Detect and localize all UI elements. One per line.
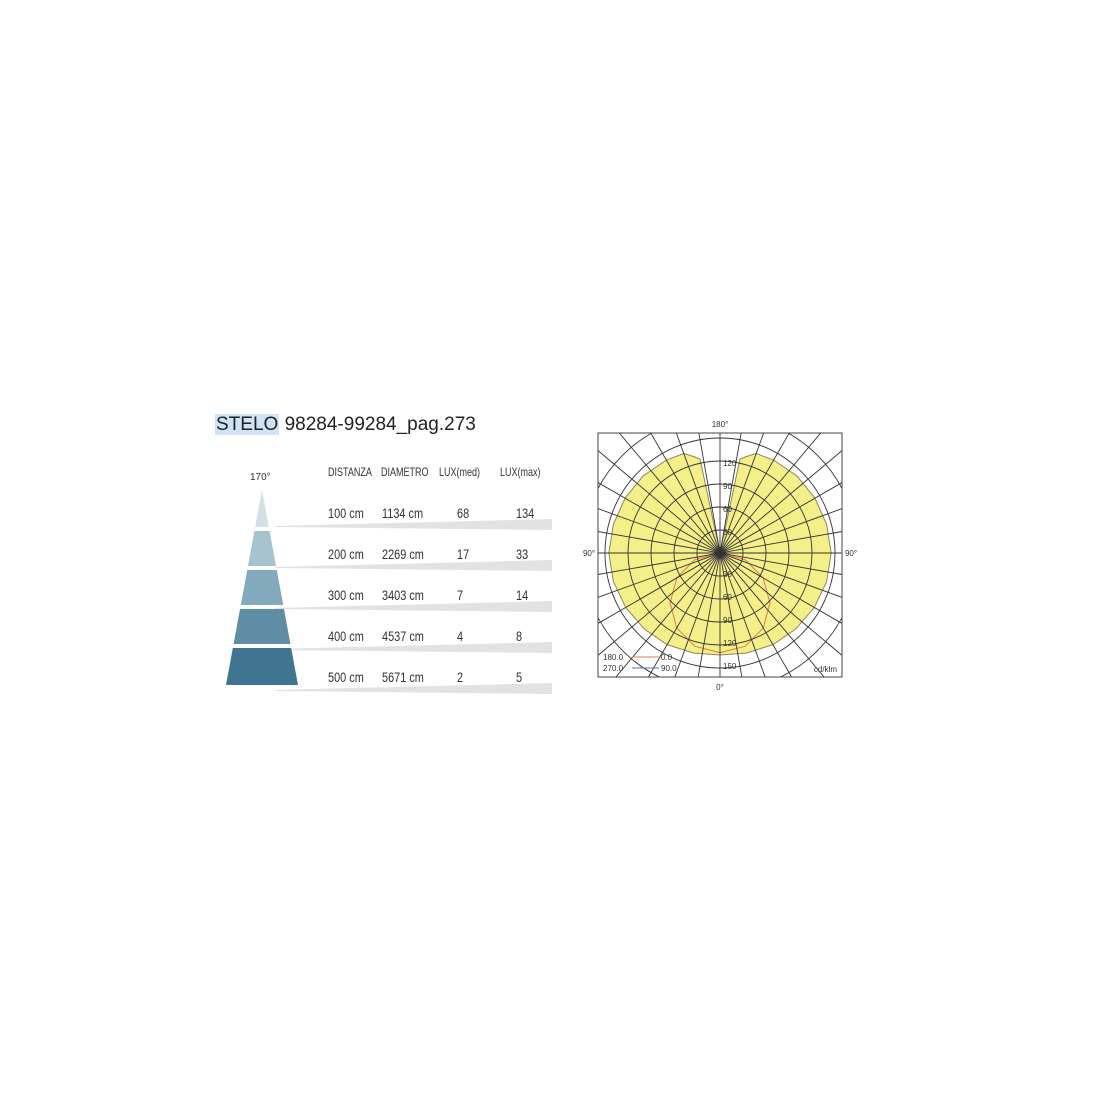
cone-segment [255, 490, 269, 527]
table-cell: 100 cm [328, 505, 364, 521]
table-cell: 8 [516, 628, 523, 644]
table-cell: 4 [457, 628, 464, 644]
column-header: LUX(med) [439, 465, 481, 479]
legend-right: 0.0 [661, 653, 673, 662]
beam-angle: 170° [250, 472, 271, 483]
table-cell: 4537 cm [382, 628, 424, 644]
radial-tick-label: 90 [723, 616, 732, 625]
radial-tick-label: 60 [723, 593, 732, 602]
plot-area [598, 433, 842, 677]
table-cell: 500 cm [328, 669, 364, 685]
chart-frame [597, 432, 843, 678]
table-cell: 7 [457, 587, 464, 603]
table-cell: 5 [516, 669, 523, 685]
row-stripe [275, 519, 552, 530]
table-cell: 14 [516, 587, 529, 603]
table-cell: 33 [516, 546, 529, 562]
radial-tick-label: 150 [723, 662, 737, 671]
table-cell: 5671 cm [382, 669, 424, 685]
legend-right: 90.0 [661, 664, 677, 673]
column-header: LUX(max) [500, 465, 541, 479]
polar-chart: 180° 0° 90° 90° 30 60 90 120 30 60 90 120 150 cd/klm 1… [583, 420, 857, 692]
radial-tick-label: 120 [723, 459, 737, 468]
radial-tick-label: 90 [723, 482, 732, 491]
table-cell: 68 [457, 505, 470, 521]
radial-tick-label: 60 [723, 505, 732, 514]
table-cell: 300 cm [328, 587, 364, 603]
product-code: 98284-99284_pag.273 [284, 414, 476, 435]
table-cell: 2 [457, 669, 464, 685]
table-cell: 1134 cm [382, 505, 424, 521]
cone-segment [233, 609, 291, 644]
table-cell: 17 [457, 546, 470, 562]
product-name: STELO [215, 414, 280, 435]
angle-label-right: 90° [845, 549, 857, 558]
radial-tick-label: 120 [723, 639, 737, 648]
unit-label: cd/klm [814, 665, 837, 674]
column-header: DIAMETRO [381, 465, 429, 479]
radial-tick-label: 30 [723, 570, 732, 579]
row-stripe [275, 683, 552, 694]
row-stripe [275, 560, 552, 571]
grid-spoke [697, 433, 742, 677]
column-header: DISTANZA [328, 465, 372, 479]
row-stripe [275, 601, 552, 612]
cone-segment [240, 570, 284, 605]
angle-label-top: 180° [712, 420, 729, 429]
radial-tick-label: 30 [723, 528, 732, 537]
legend-left: 180.0 [603, 653, 624, 662]
legend-left: 270.0 [603, 664, 624, 673]
angle-label-left: 90° [583, 549, 595, 558]
cone-segment [226, 648, 298, 685]
cone-segment [247, 531, 277, 566]
row-stripe [275, 642, 552, 653]
table-cell: 200 cm [328, 546, 364, 562]
table-cell: 2269 cm [382, 546, 424, 562]
light-cone-diagram [226, 490, 552, 694]
angle-label-bottom: 0° [716, 683, 724, 692]
page-title: STELO 98284-99284_pag.273 [215, 414, 476, 436]
table-cell: 3403 cm [382, 587, 424, 603]
table-cell: 400 cm [328, 628, 364, 644]
table-cell: 134 [516, 505, 535, 521]
